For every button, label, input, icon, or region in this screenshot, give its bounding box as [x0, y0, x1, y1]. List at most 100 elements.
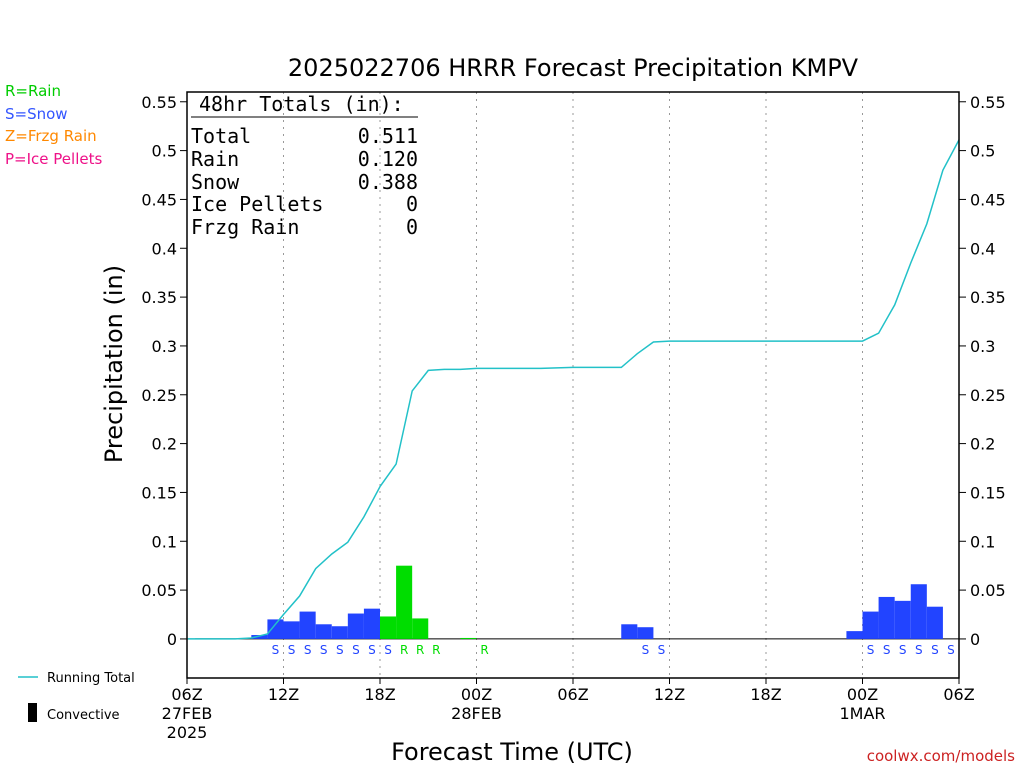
totals-heading: 48hr Totals (in): [199, 92, 404, 116]
ptype-marker: R [432, 643, 440, 657]
running-total-layer [187, 139, 960, 640]
ptype-marker: S [947, 643, 955, 657]
ptype-marker: S [642, 643, 650, 657]
y-tick-label-right: 0.05 [970, 581, 1006, 600]
y-tick-label-right: 0 [970, 630, 980, 649]
totals-total-label: Total [191, 124, 251, 148]
y-axis-right: 0 0.05 0.1 0.15 0.2 0.25 0.3 0.35 0.4 0.45 0.5 0.55 [959, 93, 1006, 649]
totals-snow-label: Snow [191, 170, 240, 194]
x-tick-label: 18Z [750, 685, 781, 704]
ptype-marker: S [883, 643, 891, 657]
watermark: coolwx.com/models [867, 747, 1015, 765]
ptype-marker: S [368, 643, 376, 657]
precip-bar [878, 596, 895, 639]
y-tick-label-left: 0 [167, 630, 177, 649]
precip-bar [412, 618, 429, 639]
ptype-marker: S [658, 643, 666, 657]
ptype-marker: R [416, 643, 424, 657]
y-tick-label-right: 0.15 [970, 483, 1006, 502]
y-tick-label-left: 0.3 [152, 337, 177, 356]
precip-bar [926, 606, 943, 639]
x-tick-label: 06Z [171, 685, 202, 704]
ptype-marker: R [480, 643, 488, 657]
ptype-marker: S [320, 643, 328, 657]
precip-bar [910, 584, 927, 639]
ptype-marker: R [400, 643, 408, 657]
x-tick-label: 00Z [461, 685, 492, 704]
legend-convective-swatch [28, 703, 37, 722]
chart-title: 2025022706 HRRR Forecast Precipitation K… [288, 54, 859, 82]
ptype-marker: S [915, 643, 923, 657]
y-tick-label-left: 0.5 [152, 142, 177, 161]
precip-bar [363, 608, 380, 639]
totals-ice-pellets-value: 0 [406, 192, 418, 216]
x-tick-label: 12Z [268, 685, 299, 704]
ptype-marker: S [352, 643, 360, 657]
y-axis-left: 0 0.05 0.1 0.15 0.2 0.25 0.3 0.35 0.4 0.45 0.5 0.55 [141, 93, 187, 649]
ptype-marker: S [336, 643, 344, 657]
totals-ice-pellets-label: Ice Pellets [191, 192, 323, 216]
y-tick-label-right: 0.4 [970, 239, 995, 258]
y-tick-label-right: 0.3 [970, 337, 995, 356]
precip-bar [894, 600, 911, 639]
precip-bar [396, 565, 413, 639]
legend-running-total-label: Running Total [47, 671, 135, 686]
y-tick-label-left: 0.05 [141, 581, 177, 600]
x-tick-date: 28FEB [451, 704, 502, 723]
precip-bar [380, 616, 397, 639]
running-total-line [187, 139, 960, 640]
totals-frzg-rain-value: 0 [406, 215, 418, 239]
y-tick-label-right: 0.2 [970, 435, 995, 454]
x-axis-label: Forecast Time (UTC) [391, 738, 633, 766]
precip-bar [299, 611, 316, 639]
precip-bar [621, 624, 638, 639]
x-tick-label: 12Z [654, 685, 685, 704]
series-legend: Running Total Convective [18, 671, 135, 723]
legend-rain: R=Rain [5, 82, 61, 100]
y-tick-label-left: 0.15 [141, 483, 177, 502]
precip-bar [862, 611, 879, 639]
precip-bar [283, 621, 300, 639]
x-tick-label: 18Z [364, 685, 395, 704]
legend-convective-label: Convective [47, 708, 120, 723]
legend-snow: S=Snow [5, 105, 68, 123]
ptype-marker: S [931, 643, 939, 657]
legend-ice-pellets: P=Ice Pellets [5, 150, 102, 168]
precip-bar [315, 624, 332, 639]
y-tick-label-right: 0.5 [970, 142, 995, 161]
grid-layer [195, 92, 959, 678]
precip-bar [267, 619, 284, 639]
type-legend: R=Rain S=Snow Z=Frzg Rain P=Ice Pellets [5, 82, 102, 168]
x-tick-date: 1MAR [839, 704, 885, 723]
totals-snow-value: 0.388 [358, 170, 418, 194]
y-tick-label-left: 0.4 [152, 239, 177, 258]
totals-frzg-rain-label: Frzg Rain [191, 215, 299, 239]
totals-rain-label: Rain [191, 147, 239, 171]
y-tick-label-right: 0.45 [970, 190, 1006, 209]
ptype-marker: S [288, 643, 296, 657]
precip-bar [347, 613, 364, 639]
y-tick-label-left: 0.1 [152, 532, 177, 551]
y-tick-label-right: 0.35 [970, 288, 1006, 307]
y-tick-label-left: 0.35 [141, 288, 177, 307]
precip-bar [251, 635, 268, 639]
precip-bar [846, 631, 863, 639]
totals-total-value: 0.511 [358, 124, 418, 148]
y-tick-label-left: 0.2 [152, 435, 177, 454]
x-tick-date: 27FEB [162, 704, 213, 723]
x-tick-label: 00Z [847, 685, 878, 704]
totals-rain-value: 0.120 [358, 147, 418, 171]
legend-frzg-rain: Z=Frzg Rain [5, 127, 97, 145]
ptype-marker: S [272, 643, 280, 657]
ptype-marker: S [899, 643, 907, 657]
y-tick-label-right: 0.55 [970, 93, 1006, 112]
ptype-marker: S [304, 643, 312, 657]
totals-box: 48hr Totals (in): Total 0.511 Rain 0.120… [191, 92, 418, 239]
y-tick-label-left: 0.55 [141, 93, 177, 112]
ptype-marker: S [384, 643, 392, 657]
x-tick-label: 06Z [943, 685, 974, 704]
y-tick-label-right: 0.25 [970, 386, 1006, 405]
y-axis-label: Precipitation (in) [100, 265, 128, 463]
